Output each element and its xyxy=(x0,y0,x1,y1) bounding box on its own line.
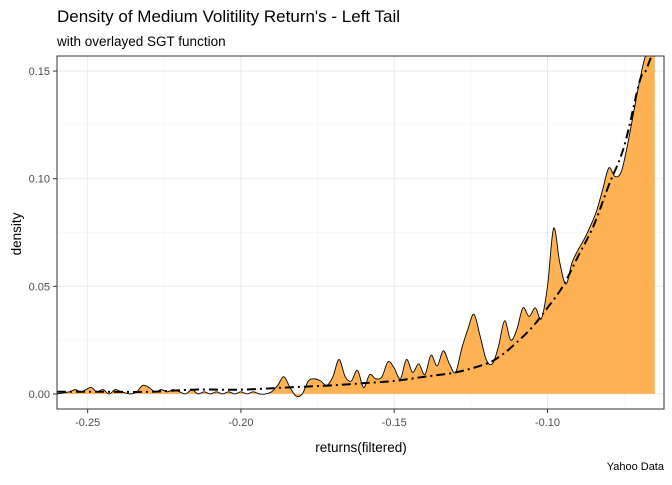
y-tick-label: 0.15 xyxy=(29,66,50,78)
x-tick-label: -0.25 xyxy=(75,417,100,429)
density-layer xyxy=(57,56,655,398)
density-outline xyxy=(57,56,655,398)
x-tick-label: -0.10 xyxy=(535,417,560,429)
chart-caption: Yahoo Data xyxy=(607,461,665,473)
x-tick-label: -0.20 xyxy=(228,417,253,429)
y-tick-label: 0.10 xyxy=(29,174,50,186)
chart-subtitle: with overlayed SGT function xyxy=(56,34,226,49)
axis-layer: -0.25 -0.20 -0.15 -0.10 0.00 0.05 0.10 0.15 xyxy=(29,66,560,429)
x-axis-title: returns(filtered) xyxy=(315,440,407,455)
x-tick-label: -0.15 xyxy=(382,417,407,429)
y-axis-title: density xyxy=(9,212,24,255)
y-tick-label: 0.05 xyxy=(29,281,50,293)
chart-title: Density of Medium Volitility Return's - … xyxy=(57,7,400,26)
panel-border xyxy=(56,55,665,410)
y-tick-label: 0.00 xyxy=(29,389,50,401)
density-area-fill xyxy=(57,56,655,397)
